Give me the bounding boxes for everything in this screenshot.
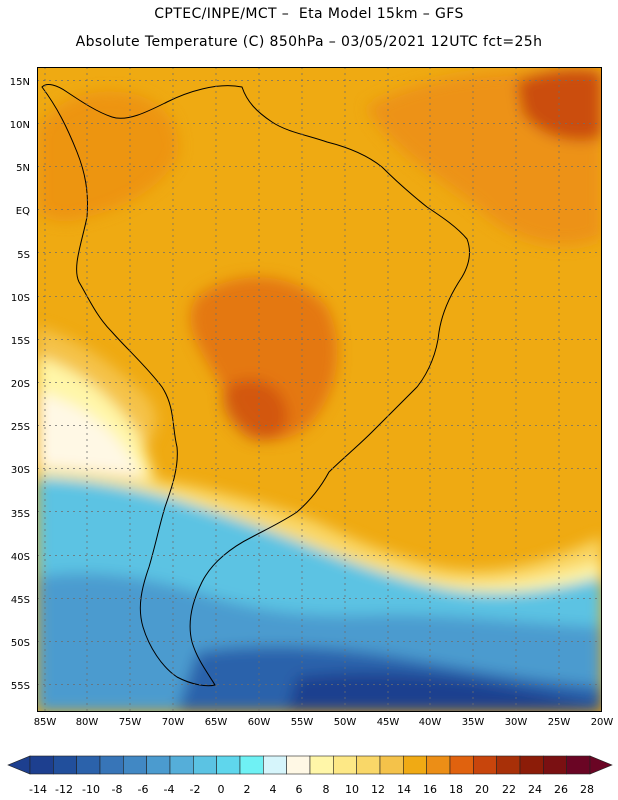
lat-label: 20S bbox=[10, 379, 30, 390]
lon-label: 85W bbox=[33, 717, 57, 728]
south-america-coastline bbox=[41, 84, 470, 687]
lat-label: 40S bbox=[10, 552, 30, 563]
lon-label: 60W bbox=[247, 717, 271, 728]
colorbar-label: 4 bbox=[269, 783, 277, 796]
colorbar-label: 18 bbox=[449, 783, 463, 796]
lon-label: 40W bbox=[418, 717, 442, 728]
lat-label: 35S bbox=[10, 509, 30, 520]
colorbar-cell bbox=[496, 755, 521, 775]
map-frame bbox=[37, 67, 602, 712]
colorbar-label: 26 bbox=[554, 783, 568, 796]
colorbar-label: -10 bbox=[82, 783, 100, 796]
colorbar-label: 12 bbox=[371, 783, 385, 796]
colorbar-label: 8 bbox=[322, 783, 330, 796]
lat-label: 5S bbox=[17, 250, 30, 261]
colorbar-label: 10 bbox=[345, 783, 359, 796]
lat-label: 10N bbox=[9, 120, 30, 131]
colorbar-label: 22 bbox=[502, 783, 516, 796]
lon-label: 45W bbox=[376, 717, 400, 728]
temperature-colorbar bbox=[7, 755, 613, 775]
graticule bbox=[37, 67, 602, 712]
lon-label: 65W bbox=[204, 717, 228, 728]
lon-label: 25W bbox=[547, 717, 571, 728]
lat-label: EQ bbox=[15, 206, 30, 217]
colorbar-label: 20 bbox=[475, 783, 489, 796]
map-title-variable: Absolute Temperature (C) 850hPa – 03/05/… bbox=[75, 34, 543, 50]
lon-label: 50W bbox=[333, 717, 357, 728]
colorbar-label: 28 bbox=[580, 783, 594, 796]
colorbar-cell bbox=[263, 755, 287, 775]
colorbar-label: -8 bbox=[111, 783, 123, 796]
colorbar-cell bbox=[216, 755, 241, 775]
colorbar-cell bbox=[566, 755, 591, 775]
colorbar-cell bbox=[473, 755, 497, 775]
lon-label: 35W bbox=[461, 717, 485, 728]
lon-label: 20W bbox=[590, 717, 614, 728]
warm-region-chaco bbox=[190, 277, 338, 440]
lat-label: 25S bbox=[10, 422, 30, 433]
colorbar-cell bbox=[99, 755, 124, 775]
colorbar-cell bbox=[403, 755, 427, 775]
warm-region-andes-north bbox=[37, 91, 178, 222]
colorbar-label: 16 bbox=[423, 783, 437, 796]
mild-region-pacific bbox=[37, 327, 157, 447]
colorbar-cell bbox=[309, 755, 334, 775]
colorbar-cell bbox=[543, 755, 567, 775]
lon-label: 30W bbox=[504, 717, 528, 728]
lat-label: 50S bbox=[10, 638, 30, 649]
colorbar-cell bbox=[356, 755, 381, 775]
lon-label: 70W bbox=[161, 717, 185, 728]
colorbar-label: -12 bbox=[55, 783, 73, 796]
lat-label: 45S bbox=[10, 595, 30, 606]
colorbar-cell bbox=[426, 755, 451, 775]
colorbar-label: -2 bbox=[189, 783, 201, 796]
colorbar-cell bbox=[29, 755, 54, 775]
colorbar-label: 14 bbox=[397, 783, 411, 796]
lat-label: 10S bbox=[10, 293, 30, 304]
coldest-region-south bbox=[287, 672, 602, 712]
colorbar-label: 6 bbox=[295, 783, 303, 796]
lat-label: 15N bbox=[9, 77, 30, 88]
colorbar-cell bbox=[146, 755, 171, 775]
hot-region-atlantic bbox=[517, 69, 602, 141]
colorbar-label: -14 bbox=[29, 783, 47, 796]
colorbar-cell bbox=[449, 755, 474, 775]
colorbar-cell bbox=[239, 755, 264, 775]
colorbar-arrow-max bbox=[589, 755, 613, 775]
colorbar-cell bbox=[53, 755, 77, 775]
colorbar-cell bbox=[333, 755, 357, 775]
colorbar-label: 0 bbox=[217, 783, 225, 796]
map-title-model: CPTEC/INPE/MCT – Eta Model 15km – GFS bbox=[154, 6, 464, 22]
colorbar-cell bbox=[169, 755, 194, 775]
colorbar-cell bbox=[123, 755, 147, 775]
lat-label: 30S bbox=[10, 465, 30, 476]
colorbar-cell bbox=[286, 755, 311, 775]
colorbar-cell bbox=[76, 755, 101, 775]
colorbar-label: -6 bbox=[137, 783, 149, 796]
lon-label: 75W bbox=[118, 717, 142, 728]
colorbar-cell bbox=[519, 755, 544, 775]
temperature-map bbox=[37, 67, 602, 712]
lat-label: 5N bbox=[16, 163, 30, 174]
colorbar-label: -4 bbox=[163, 783, 175, 796]
colorbar-cell bbox=[379, 755, 404, 775]
lat-label: 55S bbox=[10, 681, 30, 692]
colorbar-label: 2 bbox=[243, 783, 251, 796]
colorbar-label: 24 bbox=[528, 783, 542, 796]
lat-label: 15S bbox=[10, 336, 30, 347]
colorbar-cell bbox=[193, 755, 217, 775]
lon-label: 55W bbox=[290, 717, 314, 728]
lon-label: 80W bbox=[75, 717, 99, 728]
colorbar-arrow-min bbox=[7, 755, 31, 775]
